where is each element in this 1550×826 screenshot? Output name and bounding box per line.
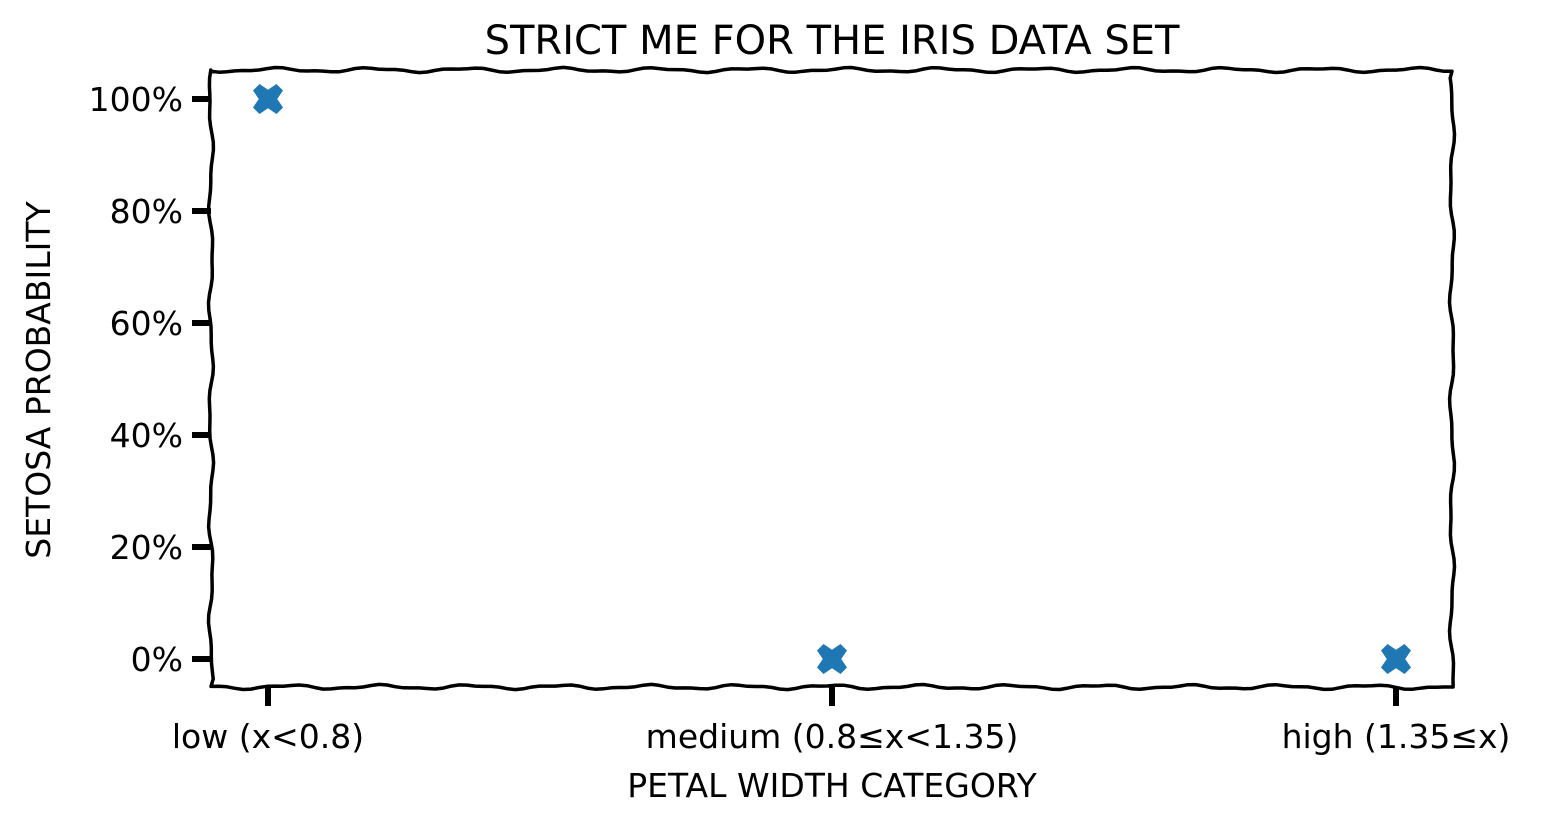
y-tick-label: 80% bbox=[110, 192, 183, 231]
chart-title: STRICT ME FOR THE IRIS DATA SET bbox=[485, 18, 1180, 64]
x-axis-label: PETAL WIDTH CATEGORY bbox=[627, 766, 1037, 805]
data-point-marker bbox=[817, 644, 847, 674]
y-axis: 0% 20% 40% 60% 80% 100% bbox=[89, 80, 211, 679]
x-axis: low (x<0.8) medium (0.8≤x<1.35) high (1.35… bbox=[172, 687, 1511, 756]
plot-frame bbox=[206, 65, 1457, 692]
x-tick-label: high (1.35≤x) bbox=[1282, 717, 1511, 756]
x-tick-label: medium (0.8≤x<1.35) bbox=[646, 717, 1019, 756]
y-tick-label: 0% bbox=[131, 640, 183, 679]
data-points bbox=[253, 84, 1411, 674]
y-tick-label: 40% bbox=[110, 416, 183, 455]
y-tick-label: 20% bbox=[110, 528, 183, 567]
data-point-marker bbox=[253, 84, 283, 114]
y-tick-label: 60% bbox=[110, 304, 183, 343]
data-point-marker bbox=[1381, 644, 1411, 674]
x-tick-label: low (x<0.8) bbox=[172, 717, 364, 756]
y-tick-label: 100% bbox=[89, 80, 183, 119]
y-axis-label: SETOSA PROBABILITY bbox=[19, 200, 58, 558]
